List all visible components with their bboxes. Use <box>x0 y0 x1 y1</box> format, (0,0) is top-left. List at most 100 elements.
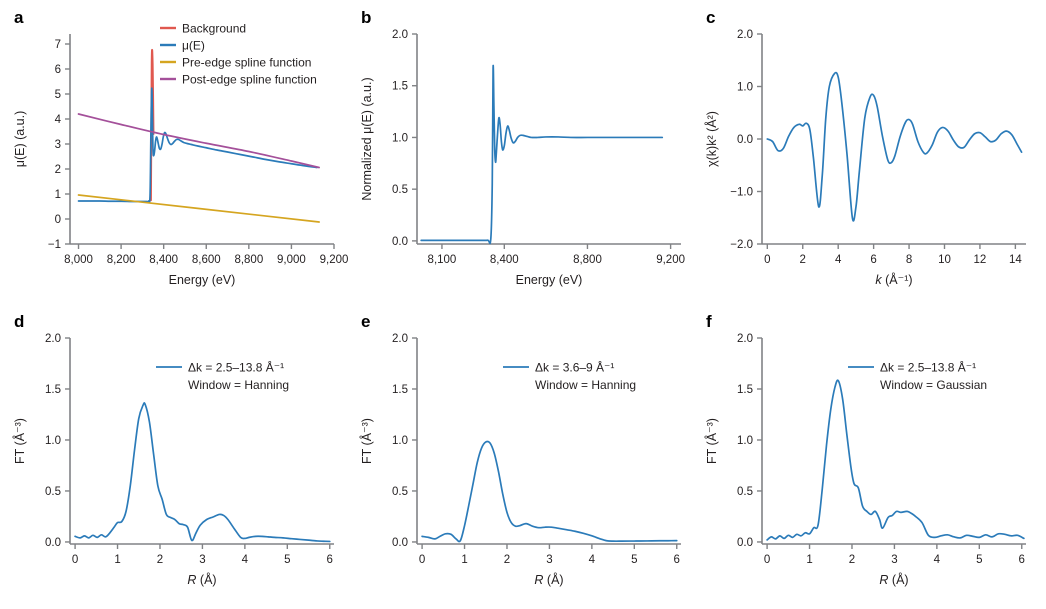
y-tick-label: 0 <box>55 214 61 226</box>
panel-letter-b: b <box>361 8 372 27</box>
x-tick-label: 1 <box>806 554 812 566</box>
legend-label: Post-edge spline function <box>182 73 317 87</box>
y-tick-label: −2.0 <box>730 239 753 251</box>
panel-letter-a: a <box>14 8 24 27</box>
plot-b: 8,100 8,400 8,800 9,200 2.0 1.5 1.0 0.5 0.0 Energ… <box>360 29 685 287</box>
y-tick-label: 0.0 <box>392 537 408 549</box>
x-tick-label: 4 <box>835 254 842 266</box>
legend-krange-label: Δk = 2.5–13.8 Å⁻¹ <box>188 360 284 375</box>
x-axis-title: Energy (eV) <box>169 273 236 287</box>
axes-e: 0 1 2 3 4 5 6 2.0 1.5 1.0 0.5 0.0 <box>392 333 681 566</box>
plot-e: 0 1 2 3 4 5 6 2.0 1.5 1.0 0.5 0.0 R (Å) FT (Å⁻³) Δk = … <box>359 333 681 587</box>
plot-d: 0 1 2 3 4 5 6 2.0 1.5 1.0 0.5 0.0 R (Å) FT (Å⁻³) Δk = … <box>12 333 334 587</box>
y-tick-label: 2.0 <box>392 29 408 41</box>
legend-f: Δk = 2.5–13.8 Å⁻¹ Window = Gaussian <box>848 360 987 392</box>
panel-letter-f: f <box>706 312 712 331</box>
panel-d: d 0 1 2 3 4 5 6 2.0 1.5 1.0 0.5 0.0 R (Å) FT (Å⁻³) Δk =… <box>8 310 348 606</box>
panel-letter-c: c <box>706 8 716 27</box>
panel-letter-d: d <box>14 312 25 331</box>
legend-krange-label: Δk = 3.6–9 Å⁻¹ <box>535 360 614 375</box>
x-tick-label: 8,800 <box>573 254 602 266</box>
y-tick-label: 6 <box>55 64 61 76</box>
x-tick-label: 8 <box>906 254 912 266</box>
x-tick-label: 8,000 <box>64 254 93 266</box>
y-axis-title: μ(E) (a.u.) <box>13 111 27 168</box>
y-tick-label: 1.0 <box>737 82 753 94</box>
series-line <box>74 401 331 543</box>
x-tick-label: 10 <box>938 254 951 266</box>
y-tick-label: 0.5 <box>737 486 753 498</box>
x-tick-label: 9,200 <box>320 254 349 266</box>
y-tick-label: 0.0 <box>392 236 408 248</box>
y-tick-label: 1.5 <box>392 384 408 396</box>
x-axis-title: R (Å) <box>534 572 563 587</box>
x-tick-label: 8,600 <box>192 254 221 266</box>
panel-c: c 0 2 4 6 8 10 12 14 2.0 1.0 0.0 −1.0 −2.0 k (Å⁻¹) χ(k)… <box>700 6 1040 306</box>
axes-a: 8,000 8,200 8,400 8,600 8,800 9,000 9,200 7 6 5 4 3… <box>48 34 349 266</box>
x-axis-title: R (Å) <box>187 572 216 587</box>
x-tick-label: 4 <box>589 554 596 566</box>
y-tick-label: 2 <box>55 164 61 176</box>
y-tick-label: 2.0 <box>737 333 753 345</box>
y-tick-label: 1.0 <box>392 435 408 447</box>
x-tick-label: 2 <box>504 554 510 566</box>
x-tick-label: 4 <box>934 554 941 566</box>
x-tick-label: 14 <box>1009 254 1022 266</box>
y-tick-label: 1.0 <box>737 435 753 447</box>
y-tick-label: 1.5 <box>45 384 61 396</box>
series-line <box>77 87 318 203</box>
legend-window-label: Window = Gaussian <box>880 378 987 392</box>
x-tick-label: 5 <box>284 554 290 566</box>
y-axis-title: χ(k)k² (Å²) <box>704 111 719 167</box>
axes-b: 8,100 8,400 8,800 9,200 2.0 1.5 1.0 0.5 0.0 <box>392 29 685 266</box>
series-line <box>421 440 678 543</box>
x-tick-label: 4 <box>242 554 249 566</box>
x-tick-label: 9,200 <box>656 254 685 266</box>
legend-a: Background μ(E) Pre-edge spline function Po… <box>160 22 317 87</box>
legend-label: Background <box>182 22 246 36</box>
x-tick-label: 12 <box>974 254 987 266</box>
legend-krange-label: Δk = 2.5–13.8 Å⁻¹ <box>880 360 976 375</box>
x-tick-label: 3 <box>546 554 552 566</box>
x-axis-title: Energy (eV) <box>516 273 583 287</box>
plot-a: 8,000 8,200 8,400 8,600 8,800 9,000 9,200 7 6 5 4 3… <box>13 22 349 288</box>
axes-f: 0 1 2 3 4 5 6 2.0 1.5 1.0 0.5 0.0 <box>737 333 1026 566</box>
y-axis-title: Normalized μ(E) (a.u.) <box>360 77 374 200</box>
x-tick-label: 1 <box>461 554 467 566</box>
x-tick-label: 9,000 <box>277 254 306 266</box>
panel-e: e 0 1 2 3 4 5 6 2.0 1.5 1.0 0.5 0.0 R (Å) FT (Å⁻³) Δk =… <box>355 310 695 606</box>
x-tick-label: 2 <box>157 554 163 566</box>
x-tick-label: 2 <box>800 254 806 266</box>
y-tick-label: 0.0 <box>737 134 753 146</box>
y-tick-label: −1.0 <box>730 187 753 199</box>
axes-c: 0 2 4 6 8 10 12 14 2.0 1.0 0.0 −1.0 −2.0 <box>730 29 1026 266</box>
x-tick-label: 5 <box>976 554 982 566</box>
legend-window-label: Window = Hanning <box>535 378 636 392</box>
y-tick-label: 1.0 <box>45 435 61 447</box>
x-tick-label: 0 <box>764 554 770 566</box>
y-tick-label: 0.5 <box>392 486 408 498</box>
panel-a: a 8,000 8,200 8,400 8,600 8,800 9,000 9,200 7 6 5 4… <box>8 6 348 306</box>
series-line <box>766 379 1025 541</box>
x-tick-label: 0 <box>72 554 78 566</box>
series-line <box>77 194 320 223</box>
x-tick-label: 8,100 <box>428 254 457 266</box>
y-axis-title: FT (Å⁻³) <box>704 418 719 464</box>
y-tick-label: −1 <box>48 239 61 251</box>
panel-f: f 0 1 2 3 4 5 6 2.0 1.5 1.0 0.5 0.0 R (Å) FT (Å⁻³) Δk =… <box>700 310 1040 606</box>
y-tick-label: 5 <box>55 89 61 101</box>
series-line <box>420 64 664 245</box>
x-tick-label: 2 <box>849 554 855 566</box>
panel-letter-e: e <box>361 312 371 331</box>
x-tick-label: 8,800 <box>234 254 263 266</box>
y-tick-label: 0.0 <box>45 537 61 549</box>
x-tick-label: 6 <box>674 554 680 566</box>
x-tick-label: 5 <box>631 554 637 566</box>
y-tick-label: 2.0 <box>737 29 753 41</box>
x-tick-label: 6 <box>870 254 876 266</box>
x-tick-label: 3 <box>199 554 205 566</box>
y-tick-label: 3 <box>55 139 61 151</box>
legend-d: Δk = 2.5–13.8 Å⁻¹ Window = Hanning <box>156 360 289 392</box>
legend-window-label: Window = Hanning <box>188 378 289 392</box>
